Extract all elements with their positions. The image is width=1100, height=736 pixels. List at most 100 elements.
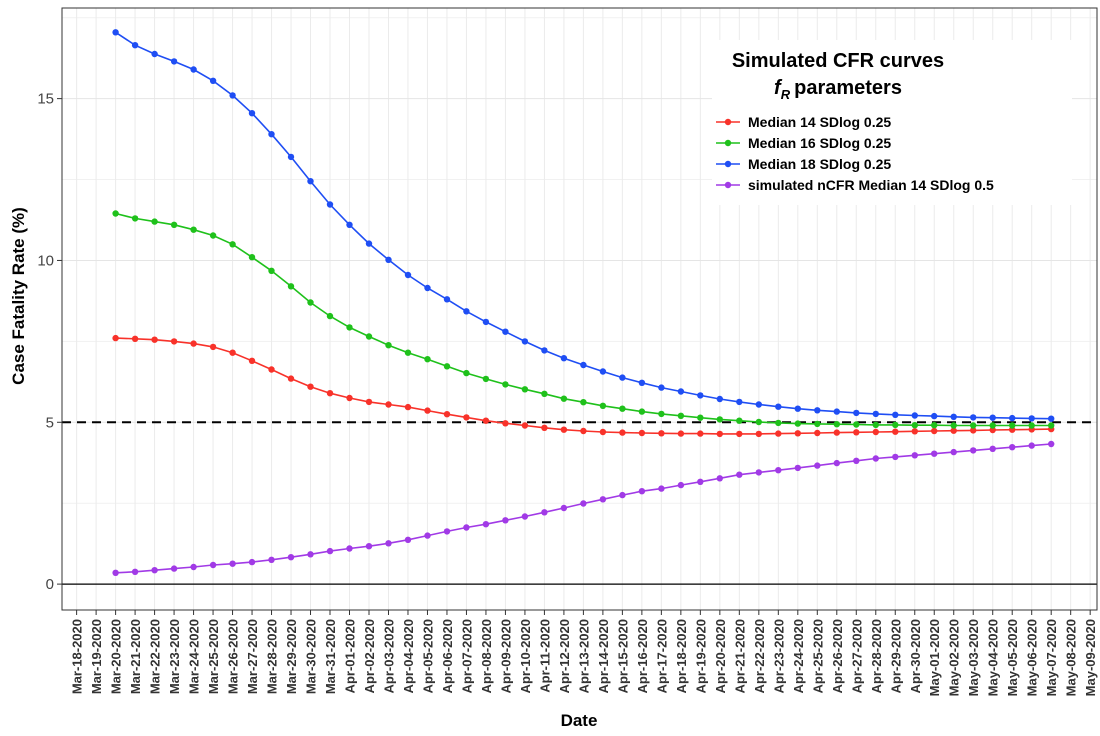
data-point bbox=[794, 464, 801, 472]
data-point bbox=[131, 568, 139, 575]
data-point bbox=[775, 430, 782, 437]
data-point bbox=[443, 363, 451, 370]
data-point bbox=[911, 452, 918, 459]
data-point bbox=[1009, 422, 1016, 429]
data-point bbox=[521, 338, 529, 345]
data-point bbox=[580, 361, 587, 369]
data-point bbox=[131, 42, 139, 49]
data-point bbox=[170, 338, 178, 345]
x-tick-label: Apr-22-2020 bbox=[752, 619, 767, 693]
x-tick-label: Mar-19-2020 bbox=[89, 619, 104, 694]
data-point bbox=[541, 509, 548, 516]
x-tick-label: Apr-23-2020 bbox=[771, 619, 786, 693]
x-tick-label: May-03-2020 bbox=[966, 619, 981, 696]
data-point bbox=[229, 241, 236, 248]
y-tick-label: 15 bbox=[37, 91, 54, 108]
data-point bbox=[755, 401, 762, 408]
data-point bbox=[151, 336, 158, 343]
data-point bbox=[892, 428, 899, 435]
data-point bbox=[716, 475, 723, 482]
data-point bbox=[697, 414, 704, 421]
data-point bbox=[970, 414, 977, 421]
x-axis-title: Date bbox=[561, 711, 598, 730]
legend-title-line1: Simulated CFR curves bbox=[732, 50, 944, 72]
x-tick-label: Mar-20-2020 bbox=[109, 619, 124, 694]
x-tick-label: Apr-06-2020 bbox=[440, 619, 455, 693]
grid-major bbox=[62, 8, 1097, 610]
data-point bbox=[931, 427, 938, 435]
legend-item-label: Median 14 SDlog 0.25 bbox=[748, 114, 891, 130]
data-point bbox=[502, 328, 509, 335]
data-point bbox=[521, 513, 529, 520]
data-point bbox=[170, 58, 178, 65]
x-tick-label: May-02-2020 bbox=[947, 619, 962, 696]
x-tick-label: Apr-02-2020 bbox=[362, 619, 377, 693]
data-point bbox=[443, 296, 451, 303]
data-point bbox=[911, 428, 918, 435]
data-point bbox=[248, 357, 256, 364]
data-point bbox=[112, 210, 119, 217]
x-tick-label: Apr-21-2020 bbox=[732, 619, 747, 693]
x-tick-label: Apr-20-2020 bbox=[713, 619, 728, 693]
data-point bbox=[560, 504, 568, 512]
data-point bbox=[1028, 415, 1035, 422]
data-point bbox=[716, 416, 723, 423]
reference-lines bbox=[62, 421, 1097, 585]
x-tick-label: Apr-12-2020 bbox=[557, 619, 572, 693]
data-point bbox=[599, 368, 607, 375]
data-point bbox=[326, 547, 334, 555]
data-point bbox=[404, 536, 412, 543]
legend-key-point bbox=[724, 139, 732, 147]
data-point bbox=[814, 429, 821, 437]
legend-key-point bbox=[724, 181, 732, 189]
x-tick-label: Mar-26-2020 bbox=[226, 619, 241, 694]
data-point bbox=[658, 485, 665, 492]
data-point bbox=[326, 390, 334, 397]
data-point bbox=[151, 567, 158, 574]
x-tick-label: May-04-2020 bbox=[986, 619, 1001, 696]
x-tick-label: Apr-15-2020 bbox=[615, 619, 630, 693]
data-point bbox=[619, 429, 626, 436]
data-point bbox=[872, 428, 879, 436]
data-point bbox=[892, 453, 899, 461]
data-point bbox=[833, 421, 840, 428]
data-point bbox=[502, 517, 509, 524]
x-tick-label: May-06-2020 bbox=[1025, 619, 1040, 696]
data-point bbox=[853, 421, 860, 428]
data-point bbox=[697, 392, 704, 399]
data-point bbox=[365, 543, 373, 550]
data-point bbox=[190, 66, 197, 73]
data-point bbox=[638, 379, 646, 386]
x-tick-label: Apr-25-2020 bbox=[810, 619, 825, 693]
x-tick-label: Apr-08-2020 bbox=[479, 619, 494, 693]
data-point bbox=[638, 429, 646, 437]
data-point bbox=[326, 312, 334, 320]
x-tick-label: May-05-2020 bbox=[1005, 619, 1020, 696]
data-point bbox=[190, 563, 197, 571]
data-point bbox=[989, 414, 996, 421]
x-tick-label: Apr-04-2020 bbox=[401, 619, 416, 693]
data-point bbox=[482, 375, 490, 383]
x-tick-label: Apr-18-2020 bbox=[674, 619, 689, 693]
data-point bbox=[287, 153, 295, 161]
data-point bbox=[736, 398, 743, 406]
data-point bbox=[404, 271, 412, 279]
data-point bbox=[112, 334, 119, 342]
data-point bbox=[424, 532, 431, 539]
data-point bbox=[170, 221, 178, 228]
data-point bbox=[658, 384, 665, 391]
data-point bbox=[814, 407, 821, 414]
x-tick-label: Mar-30-2020 bbox=[304, 619, 319, 694]
data-point bbox=[190, 226, 197, 233]
x-tick-label: Mar-25-2020 bbox=[206, 619, 221, 694]
x-tick-label: Apr-03-2020 bbox=[381, 619, 396, 693]
data-point bbox=[736, 430, 743, 438]
data-point bbox=[950, 427, 957, 434]
data-point bbox=[326, 201, 334, 208]
x-tick-label: Mar-21-2020 bbox=[128, 619, 143, 694]
x-tick-label: Mar-28-2020 bbox=[265, 619, 280, 694]
data-point bbox=[853, 457, 860, 464]
data-point bbox=[463, 369, 470, 377]
x-tick-label: Apr-14-2020 bbox=[596, 619, 611, 693]
data-point bbox=[638, 408, 646, 415]
